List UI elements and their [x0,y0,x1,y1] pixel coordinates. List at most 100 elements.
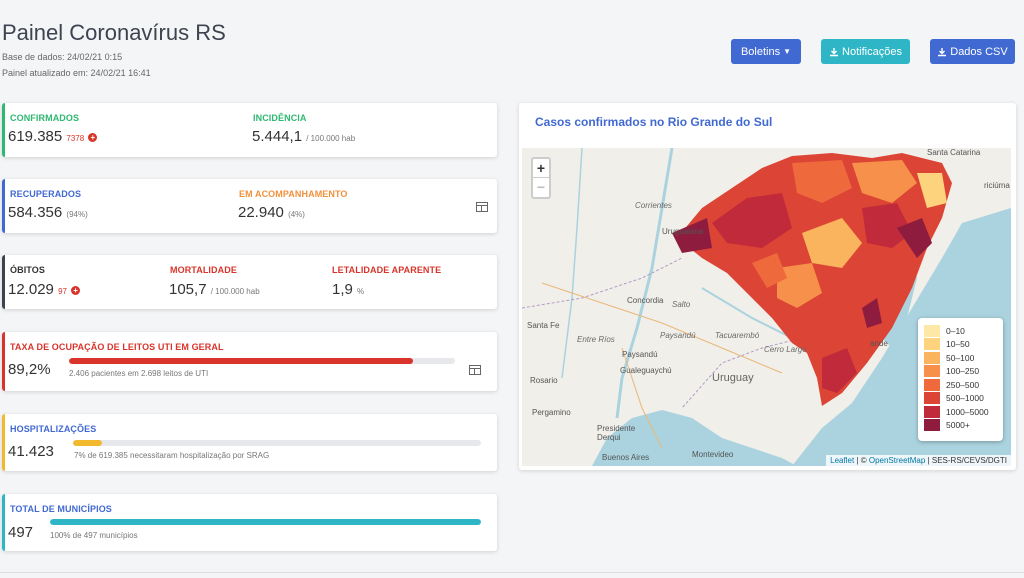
panel-updated-date: Painel atualizado em: 24/02/21 16:41 [2,68,151,78]
attribution-separator: | © [856,456,867,465]
legend-label: 100–250 [946,366,980,377]
map-label-concordia: Concordia [627,296,664,305]
page-title: Painel Coronavírus RS [2,20,226,45]
zoom-out-button[interactable]: − [536,179,546,195]
acompanhamento-label: EM ACOMPANHAMENTO [239,189,348,199]
openstreetmap-link[interactable]: OpenStreetMap [868,456,926,465]
card-obitos: ÓBITOS 12.029 97 + MORTALIDADE 105,7 / 1… [2,255,497,309]
card-confirmados: CONFIRMADOS 619.385 7378 + INCIDÊNCIA 5.… [2,103,497,157]
legend-swatch [924,338,940,351]
map-label-tacuarembo: Tacuarembó [715,331,760,340]
map-legend: 0–10 10–50 50–100 100–250 250–500 500–1000 100… [918,318,1003,441]
map-canvas[interactable]: Santa Catarina Corrientes Uruguaiana Con… [522,148,1011,466]
card-accent [2,414,5,471]
map-label-santa-fe: Santa Fe [527,321,560,330]
map-label-pergamino: Pergamino [532,408,571,417]
mortalidade-value: 105,7 [169,281,207,298]
map-label-montevideo: Montevideo [692,450,734,459]
municipios-progress-fill [50,519,481,525]
letalidade-value: 1,9 [332,281,353,298]
recuperados-value: 584.356 [8,204,63,221]
map-label-uruguaiana: Uruguaiana [662,227,704,236]
map-label-buenos-aires: Buenos Aires [602,453,650,462]
recuperados-pct: (94%) [66,210,88,219]
map-label-criciuma: riciúma [984,181,1010,190]
acompanhamento-pct: (4%) [288,210,305,219]
letalidade-unit: % [357,287,365,296]
map-label-rosario: Rosario [530,376,558,385]
legend-label: 0–10 [946,325,965,336]
notificacoes-button[interactable]: Notificações [821,39,910,64]
card-accent [2,179,5,233]
legend-label: 250–500 [946,379,980,390]
legend-item: 10–50 [924,338,997,352]
uti-label: TAXA DE OCUPAÇÃO DE LEITOS UTI EM GERAL [10,342,224,352]
card-accent [2,103,5,157]
download-icon [830,47,839,56]
confirmados-value-group: 619.385 7378 + [8,128,98,145]
map-label-paysandu-dept: Paysandú [660,331,696,340]
legend-swatch [924,351,940,364]
incidencia-unit: / 100.000 hab [306,134,356,143]
map-label-presidente-derqui: Presidente Derqui [597,424,636,442]
leaflet-link[interactable]: Leaflet [830,456,855,465]
municipios-progress-bar [50,519,481,525]
hospitalizacoes-description: 7% de 619.385 necessitaram hospitalizaçã… [74,451,270,460]
notificacoes-label: Notificações [842,45,902,58]
zoom-in-button[interactable]: + [533,159,549,178]
map-label-uruguay: Uruguay [712,372,754,384]
card-hospitalizacoes: HOSPITALIZAÇÕES 41.423 7% de 619.385 nec… [2,414,497,471]
card-municipios: TOTAL DE MUNICÍPIOS 497 100% de 497 muni… [2,494,497,551]
map-label-cerro-largo: Cerro Largo [764,345,807,354]
hospitalizacoes-progress-bar [73,440,481,446]
municipios-value: 497 [8,524,34,541]
legend-label: 50–100 [946,352,975,363]
obitos-delta: 97 [58,287,67,296]
caret-down-icon: ▼ [783,47,792,56]
uti-progress-fill [69,358,414,364]
map-label-rio-grande: ande [870,339,888,348]
uti-progress-bar [69,358,455,364]
legend-swatch [924,405,940,418]
attribution-source: | SES-RS/CEVS/DGTI [927,456,1007,465]
table-icon[interactable] [476,202,488,212]
incidencia-value: 5.444,1 [252,128,303,145]
card-accent [2,494,5,551]
confirmados-delta: 7378 [66,134,85,143]
download-icon [938,47,947,56]
map-label-gualeguaychu: Gualeguaychú [620,366,672,375]
legend-label: 500–1000 [946,393,984,404]
table-icon[interactable] [469,365,481,375]
map-label-paysandu: Paysandú [622,350,658,359]
obitos-value-group: 12.029 97 + [8,281,81,298]
map-label-santa-catarina: Santa Catarina [927,148,981,157]
acompanhamento-value-group: 22.940 (4%) [238,204,305,221]
legend-swatch [924,392,940,405]
legend-label: 5000+ [946,420,970,431]
uti-value: 89,2% [8,361,51,378]
acompanhamento-value: 22.940 [238,204,284,221]
municipios-description: 100% de 497 municípios [50,531,138,540]
map-title: Casos confirmados no Rio Grande do Sul [535,115,773,129]
legend-label: 1000–5000 [946,406,989,417]
page-bottom-divider [0,572,1024,573]
legend-label: 10–50 [946,339,970,350]
municipios-label: TOTAL DE MUNICÍPIOS [10,504,112,514]
incidencia-value-group: 5.444,1 / 100.000 hab [252,128,355,145]
incidencia-label: INCIDÊNCIA [253,113,307,123]
legend-item: 100–250 [924,365,997,379]
card-accent [2,332,5,391]
letalidade-label: LETALIDADE APARENTE [332,265,442,275]
map-label-salto: Salto [672,300,691,309]
confirmados-value: 619.385 [8,128,63,145]
legend-item: 500–1000 [924,392,997,406]
legend-swatch [924,324,940,337]
map-label-entre-rios: Entre Ríos [577,335,615,344]
boletins-dropdown-button[interactable]: Boletins ▼ [731,39,801,64]
dados-csv-button[interactable]: Dados CSV [930,39,1015,64]
data-base-date: Base de dados: 24/02/21 0:15 [2,52,123,62]
mortalidade-unit: / 100.000 hab [210,287,260,296]
legend-item: 5000+ [924,419,997,433]
card-accent [2,255,5,309]
plus-circle-icon: + [71,285,81,295]
